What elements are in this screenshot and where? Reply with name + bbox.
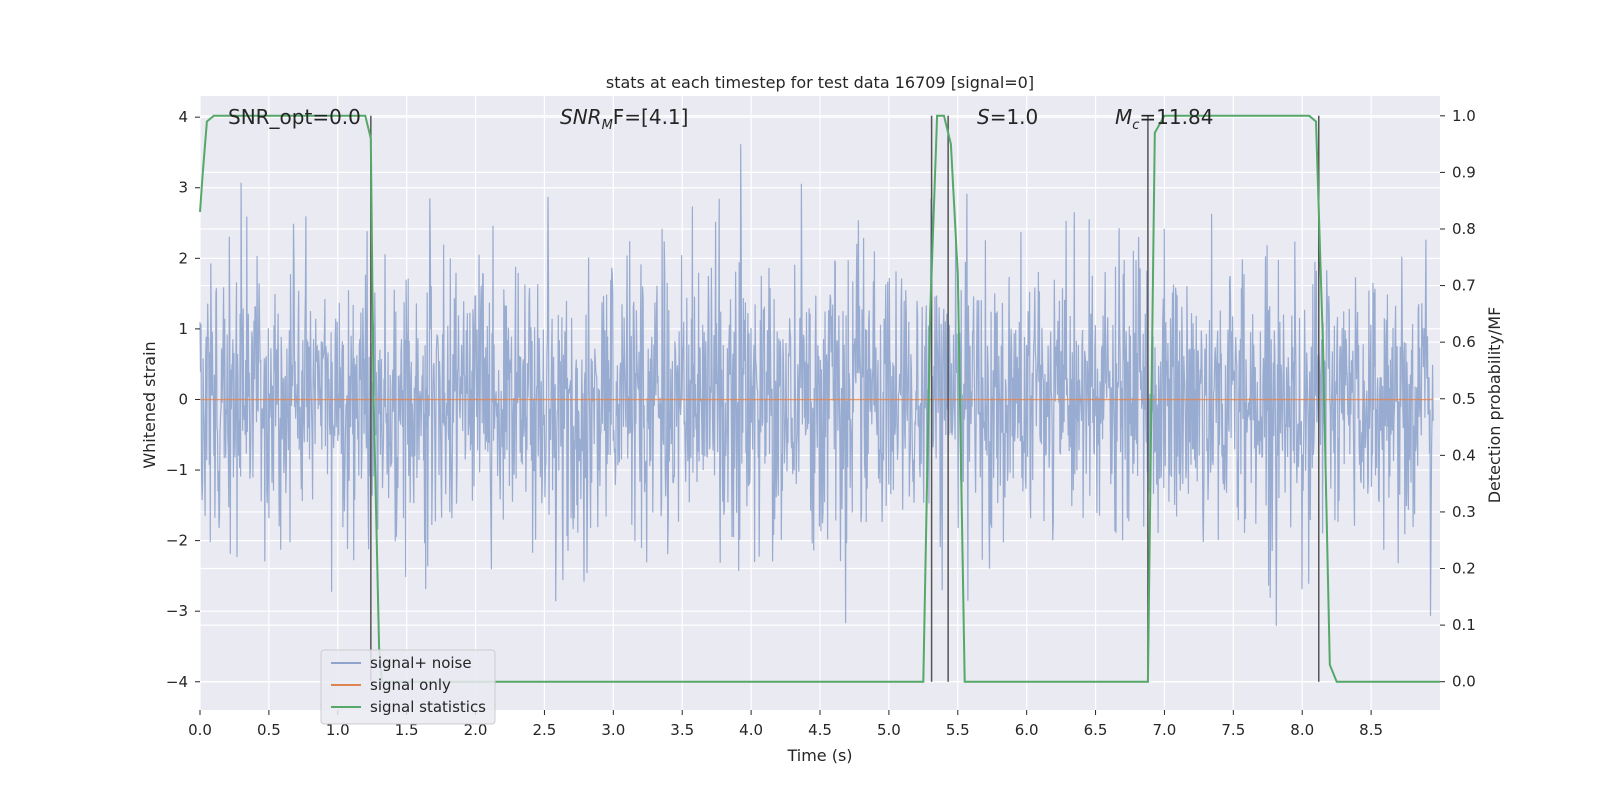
x-tick-label: 0.0 bbox=[188, 721, 212, 739]
y-left-tick-label: −2 bbox=[166, 532, 188, 550]
y-left-tick-label: −4 bbox=[166, 673, 188, 691]
annotation-s: S=1.0 bbox=[977, 105, 1038, 129]
x-tick-label: 2.0 bbox=[464, 721, 488, 739]
y-right-tick-label: 0.6 bbox=[1452, 333, 1476, 351]
y-left-tick-label: 2 bbox=[178, 249, 188, 267]
y-axis-right-ticks: 1.0 0.9 0.8 0.7 0.6 0.5 0.4 0.3 0.2 0.1 0.0 bbox=[1440, 107, 1476, 691]
vertical-markers bbox=[370, 115, 1320, 682]
annotation-mc-main: M bbox=[1115, 105, 1132, 129]
y-left-tick-label: 1 bbox=[178, 320, 188, 338]
y-left-tick-label: 4 bbox=[178, 108, 188, 126]
x-tick-label: 5.0 bbox=[877, 721, 901, 739]
x-axis-label: Time (s) bbox=[786, 746, 852, 765]
x-tick-label: 1.5 bbox=[395, 721, 419, 739]
x-tick-label: 8.5 bbox=[1359, 721, 1383, 739]
y-right-tick-label: 0.0 bbox=[1452, 673, 1476, 691]
annotation-snr-mf-rest: F=[4.1] bbox=[613, 105, 689, 129]
chart-title: stats at each timestep for test data 167… bbox=[606, 73, 1034, 92]
x-tick-label: 4.0 bbox=[739, 721, 763, 739]
y-left-tick-label: −1 bbox=[166, 461, 188, 479]
signal-plus-noise-series bbox=[199, 144, 1434, 626]
x-tick-label: 1.0 bbox=[326, 721, 350, 739]
y-right-tick-label: 1.0 bbox=[1452, 107, 1476, 125]
y-axis-left-ticks: 4 3 2 1 0 −1 −2 −3 −4 bbox=[166, 108, 200, 691]
annotation-snr-opt: SNR_opt=0.0 bbox=[228, 105, 361, 129]
annotation-snr-mf-sub: M bbox=[602, 118, 613, 133]
legend-box bbox=[320, 649, 496, 725]
y-right-tick-label: 0.8 bbox=[1452, 220, 1476, 238]
y-right-tick-label: 0.2 bbox=[1452, 560, 1476, 578]
annotation-mc: Mc=11.84 bbox=[1115, 105, 1213, 133]
legend: signal+ noise signal only signal statist… bbox=[320, 649, 496, 725]
x-tick-label: 7.0 bbox=[1153, 721, 1177, 739]
signal-plus-noise-line bbox=[199, 144, 1434, 626]
signal-statistics-series bbox=[199, 114, 1440, 683]
y-right-tick-label: 0.1 bbox=[1452, 616, 1476, 634]
annotation-mc-sub: c bbox=[1132, 118, 1139, 133]
x-tick-label: 6.0 bbox=[1015, 721, 1039, 739]
y-right-tick-label: 0.5 bbox=[1452, 390, 1476, 408]
x-tick-label: 4.5 bbox=[808, 721, 832, 739]
x-tick-label: 7.5 bbox=[1221, 721, 1245, 739]
annotation-snr-mf-main: SNR bbox=[560, 105, 602, 129]
y-axis-right-label: Detection probability/MF bbox=[1485, 307, 1504, 504]
signal-statistics-line bbox=[199, 114, 1440, 683]
y-right-tick-label: 0.4 bbox=[1452, 446, 1476, 464]
x-tick-label: 5.5 bbox=[946, 721, 970, 739]
annotation-mc-rest: =11.84 bbox=[1139, 105, 1213, 129]
x-tick-label: 3.5 bbox=[670, 721, 694, 739]
y-left-tick-label: 3 bbox=[178, 179, 188, 197]
annotation-snr-mf: SNRMF=[4.1] bbox=[560, 105, 688, 133]
y-axis-left-label: Whitened strain bbox=[140, 341, 159, 468]
x-tick-label: 3.0 bbox=[601, 721, 625, 739]
legend-label-signal-statistics: signal statistics bbox=[370, 698, 486, 716]
legend-label-signal-only: signal only bbox=[370, 676, 451, 694]
x-tick-label: 2.5 bbox=[533, 721, 557, 739]
y-left-tick-label: −3 bbox=[166, 602, 188, 620]
legend-label-signal-plus-noise: signal+ noise bbox=[370, 654, 472, 672]
y-right-tick-label: 0.3 bbox=[1452, 503, 1476, 521]
y-right-tick-label: 0.7 bbox=[1452, 277, 1476, 295]
annotation-s-rest: =1.0 bbox=[990, 105, 1039, 129]
x-axis-ticks: 0.0 0.5 1.0 1.5 2.0 2.5 3.0 3.5 4.0 4.5 5.0 5.5 6.0 6… bbox=[188, 710, 1383, 739]
x-tick-label: 0.5 bbox=[257, 721, 281, 739]
x-tick-label: 8.0 bbox=[1290, 721, 1314, 739]
y-right-tick-label: 0.9 bbox=[1452, 163, 1476, 181]
annotation-s-main: S bbox=[977, 105, 990, 129]
y-left-tick-label: 0 bbox=[178, 390, 188, 408]
x-tick-label: 6.5 bbox=[1084, 721, 1108, 739]
